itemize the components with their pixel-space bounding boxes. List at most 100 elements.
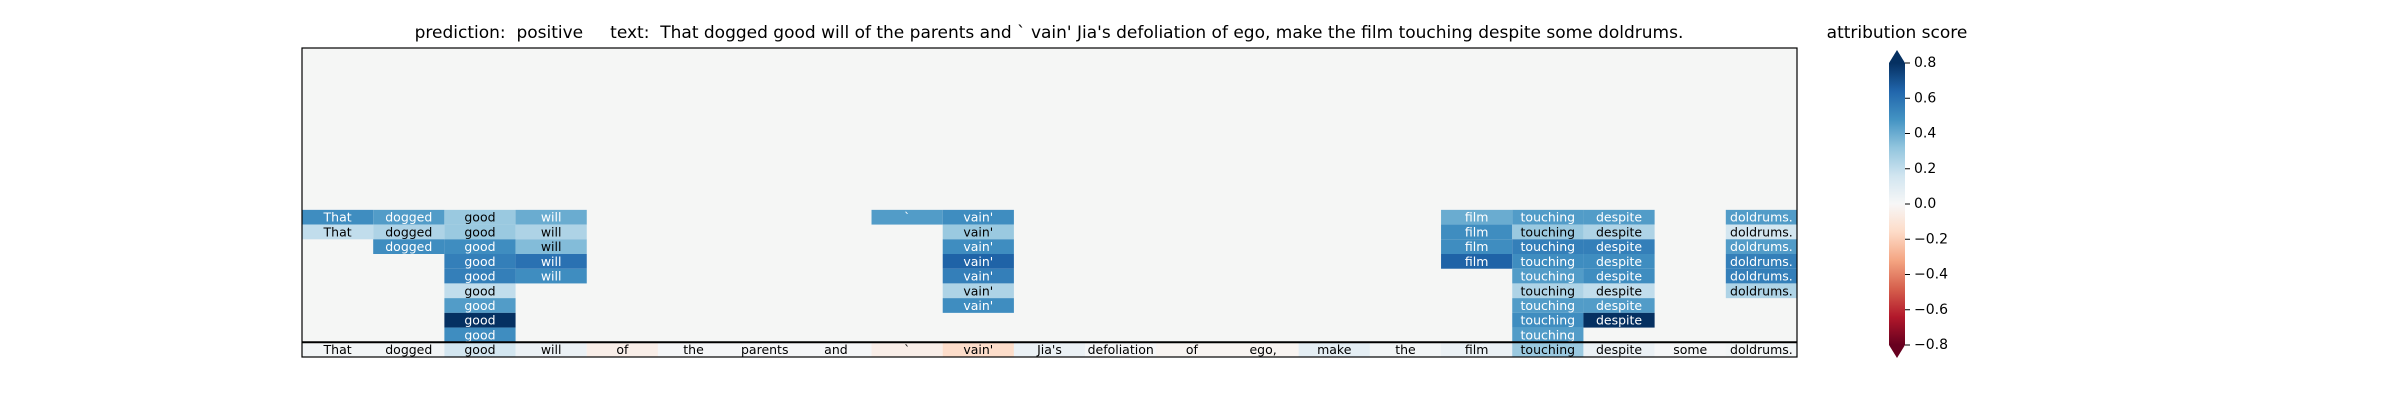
token-label: ego, [1249, 342, 1276, 357]
heatmap-cell [942, 283, 1014, 299]
cell-label: touching [1521, 327, 1576, 342]
base-cell [729, 342, 801, 357]
cell-label: will [541, 224, 562, 239]
heatmap-cell [942, 224, 1014, 240]
heatmap-cell [1725, 268, 1797, 284]
cell-label: vain' [963, 298, 993, 313]
token-label: dogged [385, 342, 432, 357]
base-cell [1227, 342, 1299, 357]
heatmap-cell [942, 239, 1014, 254]
heatmap-cell [1512, 327, 1584, 343]
heatmap-cell [444, 283, 516, 299]
cell-label: dogged [385, 239, 432, 254]
token-label: will [541, 342, 562, 357]
base-cell [1441, 342, 1513, 357]
base-cell [657, 342, 730, 357]
base-cell [586, 342, 658, 357]
token-label: That [323, 342, 352, 357]
cell-label: film [1465, 224, 1489, 239]
cell-label: touching [1521, 313, 1576, 328]
heatmap-cell [444, 239, 516, 254]
cell-label: film [1465, 210, 1489, 225]
cell-label: good [464, 327, 495, 342]
cell-label: good [464, 254, 495, 269]
heatmap-cell [1583, 268, 1655, 284]
cell-label: despite [1596, 224, 1642, 239]
heatmap-cell [1512, 254, 1584, 269]
base-cell [1512, 342, 1584, 357]
base-cell [1369, 342, 1442, 357]
heatmap-cell [942, 268, 1014, 284]
cell-label: will [541, 254, 562, 269]
heatmap-cell [515, 209, 587, 225]
colorbar-extend-top [1889, 50, 1905, 63]
cell-label: dogged [385, 210, 432, 225]
colorbar-tick-label: 0.6 [1914, 90, 1936, 106]
base-cell [444, 342, 516, 357]
base-cell [1654, 342, 1726, 357]
base-cell [1085, 342, 1157, 357]
heatmap-cell [515, 254, 587, 269]
token-label: of [616, 342, 629, 357]
cell-label: vain' [963, 210, 993, 225]
cell-label: doldrums. [1730, 283, 1793, 298]
cell-label: touching [1521, 210, 1576, 225]
cell-label: film [1465, 254, 1489, 269]
cell-label: doldrums. [1730, 269, 1793, 284]
heatmap-cell [444, 298, 516, 313]
plot-frame [301, 47, 1798, 358]
token-label: ` [904, 342, 910, 357]
cell-label: doldrums. [1730, 224, 1793, 239]
heatmap-cell [942, 254, 1014, 269]
cell-label: doldrums. [1730, 239, 1793, 254]
heatmap-cell [1583, 209, 1655, 225]
colorbar-tick-label: −0.6 [1914, 302, 1948, 318]
heatmap-cell [1725, 209, 1797, 225]
heatmap-cell [444, 224, 516, 240]
heatmap-cell [302, 224, 374, 240]
colorbar-tick-label: 0.2 [1914, 161, 1936, 177]
token-label: film [1465, 342, 1489, 357]
colorbar-label: attribution score [1827, 23, 1968, 43]
base-cell [515, 342, 587, 357]
cell-label: despite [1596, 283, 1642, 298]
heatmap-cell [1583, 254, 1655, 269]
cell-label: touching [1521, 283, 1576, 298]
cell-label: That [323, 210, 352, 225]
heatmap-cell [515, 239, 587, 254]
base-cell [373, 342, 445, 357]
heatmap-cell [1441, 254, 1513, 269]
heatmap-cell [942, 209, 1014, 225]
heatmap-cell [1583, 239, 1655, 254]
heatmap-cell [444, 254, 516, 269]
heatmap-cell [444, 312, 516, 328]
heatmap-cell [1512, 268, 1584, 284]
colorbar-tick-label: 0.8 [1914, 55, 1936, 71]
heatmap-cell [1725, 254, 1797, 269]
colorbar-tick-label: 0.0 [1914, 196, 1936, 212]
cell-label: despite [1596, 269, 1642, 284]
heatmap-cell [1725, 283, 1797, 299]
cell-label: touching [1521, 269, 1576, 284]
heatmap-cell [302, 209, 374, 225]
colorbar-extend-bottom [1889, 345, 1905, 358]
base-cell [1583, 342, 1655, 357]
token-label: of [1186, 342, 1199, 357]
cell-label: doldrums. [1730, 254, 1793, 269]
cell-label: film [1465, 239, 1489, 254]
cell-label: touching [1521, 298, 1576, 313]
token-label: touching [1521, 342, 1576, 357]
heatmap-cell [1512, 239, 1584, 254]
cell-label: good [464, 239, 495, 254]
colorbar-tick-label: −0.2 [1914, 231, 1948, 247]
token-label: Jia's [1036, 342, 1062, 357]
heatmap-cell [1512, 298, 1584, 313]
token-label: defoliation [1088, 342, 1154, 357]
base-cell [1013, 342, 1086, 357]
heatmap-cell [1512, 224, 1584, 240]
cell-label: touching [1521, 239, 1576, 254]
colorbar-tick-label: 0.4 [1914, 126, 1936, 142]
heatmap-cell [1583, 298, 1655, 313]
heatmap-cell [942, 298, 1014, 313]
base-cell [1725, 342, 1797, 357]
